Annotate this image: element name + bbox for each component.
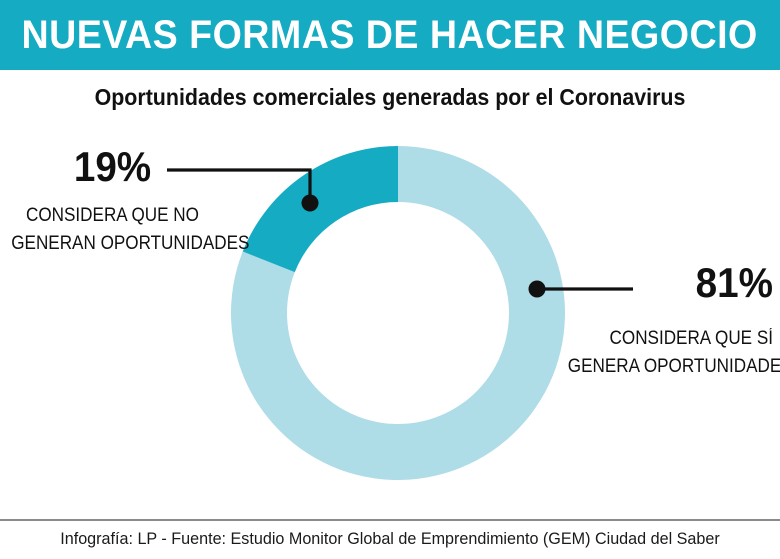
footer-source: Infografía: LP - Fuente: Estudio Monitor… xyxy=(60,529,720,548)
callout-no-line2: GENERAN OPORTUNIDADES xyxy=(11,233,250,254)
donut-slice-si xyxy=(231,146,566,481)
header-banner: NUEVAS FORMAS DE HACER NEGOCIO xyxy=(0,0,780,70)
footer-divider xyxy=(0,519,780,521)
callout-si: 81% CONSIDERA QUE SÍ GENERA OPORTUNIDADE… xyxy=(545,259,780,381)
callout-no-line1: CONSIDERA QUE NO xyxy=(26,205,199,226)
callout-si-description: CONSIDERA QUE SÍ GENERA OPORTUNIDADES xyxy=(545,325,780,381)
leader-dot-left xyxy=(301,194,319,212)
callout-no: 19% CONSIDERA QUE NO GENERAN OPORTUNIDAD… xyxy=(0,143,250,258)
callout-si-line1: CONSIDERA QUE SÍ xyxy=(609,328,773,349)
page-title: NUEVAS FORMAS DE HACER NEGOCIO xyxy=(21,13,759,57)
callout-si-line2: GENERA OPORTUNIDADES xyxy=(567,356,780,377)
subtitle: Oportunidades comerciales generadas por … xyxy=(94,84,686,110)
percent-value-no: 19% xyxy=(73,143,152,190)
callout-no-description: CONSIDERA QUE NO GENERAN OPORTUNIDADES xyxy=(0,202,250,258)
donut-slice-no xyxy=(242,146,398,273)
percent-value-si: 81% xyxy=(695,259,773,306)
leader-dot-right xyxy=(528,280,546,298)
